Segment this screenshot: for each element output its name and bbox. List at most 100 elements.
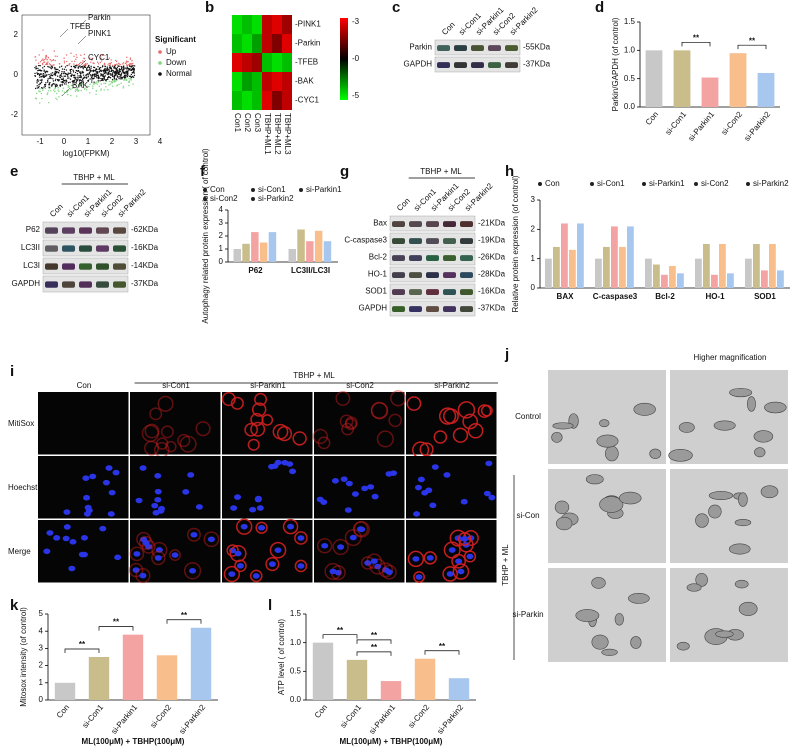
scatter-dot — [79, 79, 81, 81]
organelle — [601, 648, 618, 656]
legend-label: si-Parkin2 — [258, 194, 294, 203]
legend-label: si-Con1 — [597, 179, 625, 188]
legend-swatch — [746, 182, 750, 186]
scatter-dot — [123, 74, 126, 77]
scatter-dot — [47, 81, 49, 83]
scatter-dot — [105, 69, 107, 72]
scatter-dot — [108, 57, 111, 59]
scatter-dot — [87, 69, 89, 72]
band-label: GAPDH — [359, 304, 388, 313]
scatter-dot — [67, 72, 69, 74]
cell-red — [294, 531, 308, 545]
scatter-dot — [56, 71, 58, 73]
cell-red — [155, 437, 169, 450]
scatter-dot — [70, 94, 72, 97]
scatter-dot — [37, 62, 40, 64]
scatter-dot — [82, 81, 84, 83]
scatter-dot — [124, 71, 126, 73]
cell-red — [157, 395, 174, 412]
nucleus — [351, 491, 359, 497]
scatter-dot — [54, 68, 56, 70]
scatter-dot — [82, 84, 84, 86]
scatter-dot — [120, 76, 122, 79]
sig-bracket — [737, 44, 767, 50]
scatter-dot — [101, 54, 104, 57]
nucleus — [287, 523, 295, 530]
scatter-dot — [83, 57, 85, 60]
organelle — [676, 641, 690, 651]
scatter-dot — [93, 62, 95, 64]
cell-red — [369, 558, 386, 575]
scatter-dot — [86, 66, 89, 69]
em-image — [548, 568, 666, 662]
scatter-dot — [82, 80, 84, 82]
blot-band — [113, 227, 126, 234]
nucleus — [412, 556, 420, 562]
cell-red — [442, 566, 458, 582]
cell-red — [251, 402, 267, 417]
scatter-dot — [96, 83, 99, 85]
organelle — [738, 601, 758, 616]
nucleus — [187, 472, 195, 478]
scatter-dot — [53, 73, 55, 76]
nucleus — [83, 494, 91, 501]
x-tick-label: -1 — [36, 137, 44, 146]
y-tick-label: 3 — [531, 195, 536, 204]
nucleus — [189, 567, 197, 574]
scatter-dot — [77, 77, 79, 79]
scatter-dot — [86, 69, 88, 72]
scatter-dot — [94, 75, 96, 78]
nucleus — [483, 490, 491, 497]
scatter-dot — [92, 70, 95, 73]
sig-bracket — [322, 634, 358, 639]
scatter-dot — [108, 80, 111, 83]
scatter-dot — [77, 90, 79, 92]
blot-band — [79, 263, 92, 270]
y-tick-label: 1.0 — [624, 45, 636, 54]
panel-header: Higher magnification — [694, 353, 767, 362]
scatter-dot — [90, 67, 92, 69]
blot-band — [392, 238, 405, 245]
scatter-dot — [132, 76, 135, 79]
scatter-dot — [63, 57, 65, 59]
x-tick-label: si-Parkin2 — [177, 702, 207, 735]
cell-red — [438, 407, 457, 425]
band-label: GAPDH — [404, 60, 433, 69]
scatter-dot — [130, 64, 133, 66]
band-label: Bcl-2 — [369, 253, 388, 262]
nucleus — [370, 558, 378, 564]
scatter-dot — [60, 74, 62, 76]
cell-red — [254, 392, 268, 406]
scatter-dot — [100, 88, 102, 90]
cell-red — [195, 421, 211, 437]
scatter-dot — [61, 90, 64, 92]
scatter-dot — [126, 56, 128, 59]
nucleus — [108, 489, 116, 496]
scatter-dot — [54, 66, 56, 69]
scatter-dot — [115, 59, 117, 62]
bar — [288, 249, 296, 262]
cell-red — [149, 407, 163, 421]
gene-label: BAK — [72, 81, 89, 90]
legend-label: Up — [166, 47, 177, 56]
scatter-dot — [55, 83, 58, 86]
nucleus — [132, 567, 140, 573]
scatter-dot — [70, 84, 73, 87]
y-tick-label: 0.5 — [624, 74, 636, 83]
x-tick-label: P62 — [248, 266, 263, 275]
legend-swatch — [203, 197, 207, 201]
nucleus — [457, 568, 465, 575]
micrograph — [38, 456, 129, 519]
nucleus — [152, 509, 160, 516]
scatter-dot — [116, 75, 119, 77]
x-tick-label: Con — [644, 110, 660, 127]
scatter-dot — [121, 63, 124, 65]
organelle — [760, 485, 779, 499]
col-label: si-Con2 — [346, 381, 374, 390]
scatter-dot — [106, 68, 108, 70]
scatter-dot — [93, 81, 95, 83]
x-tick-label: si-Con1 — [81, 702, 106, 729]
scatter-dot — [53, 72, 56, 74]
scatter-dot — [37, 80, 40, 82]
scatter-dot — [133, 72, 136, 74]
